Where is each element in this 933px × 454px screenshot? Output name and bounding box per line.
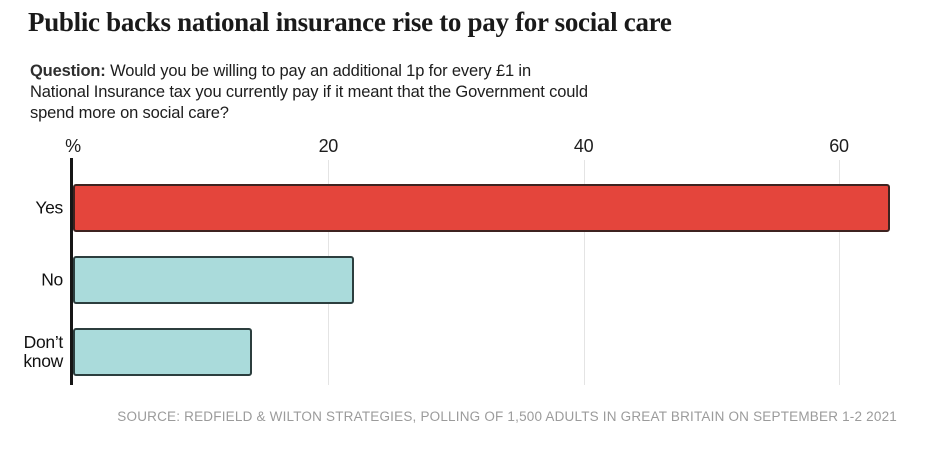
bar-row-no: No	[41, 256, 913, 304]
x-axis-tick-row: % 20 40 60	[65, 136, 933, 158]
x-tick-label-40: 40	[573, 136, 594, 156]
question-line: Question: Would you be willing to pay an…	[30, 61, 588, 82]
category-label-don-t-know: Don’t know	[23, 332, 63, 371]
bar-row-don-t-know: Don’t know	[23, 328, 913, 376]
plot-inner: Yes No Don’t know	[23, 158, 913, 385]
gridline-40	[583, 160, 585, 385]
percent-unit-label: %	[65, 136, 81, 156]
question-text: Would you be willing to pay an additiona…	[110, 62, 531, 80]
chart-question: Question: Would you be willing to pay an…	[30, 61, 588, 124]
horizontal-bar-chart: % 20 40 60 Yes No Don’t know	[0, 136, 933, 385]
bar-don-t-know	[73, 328, 252, 376]
page-title: Public backs national insurance rise to …	[28, 7, 672, 37]
category-label-no: No	[41, 269, 63, 290]
y-axis-line	[70, 158, 73, 385]
question-line: spend more on social care?	[30, 104, 229, 122]
question-prefix: Question:	[30, 62, 106, 80]
bar-no	[73, 256, 354, 304]
x-tick-label-20: 20	[318, 136, 339, 156]
bar-row-yes: Yes	[35, 184, 913, 232]
source-credit: SOURCE: REDFIELD & WILTON STRATEGIES, PO…	[117, 409, 897, 424]
question-line: National Insurance tax you currently pay…	[30, 83, 588, 101]
bar-rows: Yes No Don’t know	[23, 158, 913, 376]
plot-area: Yes No Don’t know	[23, 158, 933, 385]
bar-yes	[73, 184, 891, 232]
category-label-yes: Yes	[35, 197, 63, 218]
x-tick-label-60: 60	[829, 136, 849, 156]
x-axis-ticks: % 20 40 60	[65, 136, 913, 158]
gridline-60	[838, 160, 840, 385]
